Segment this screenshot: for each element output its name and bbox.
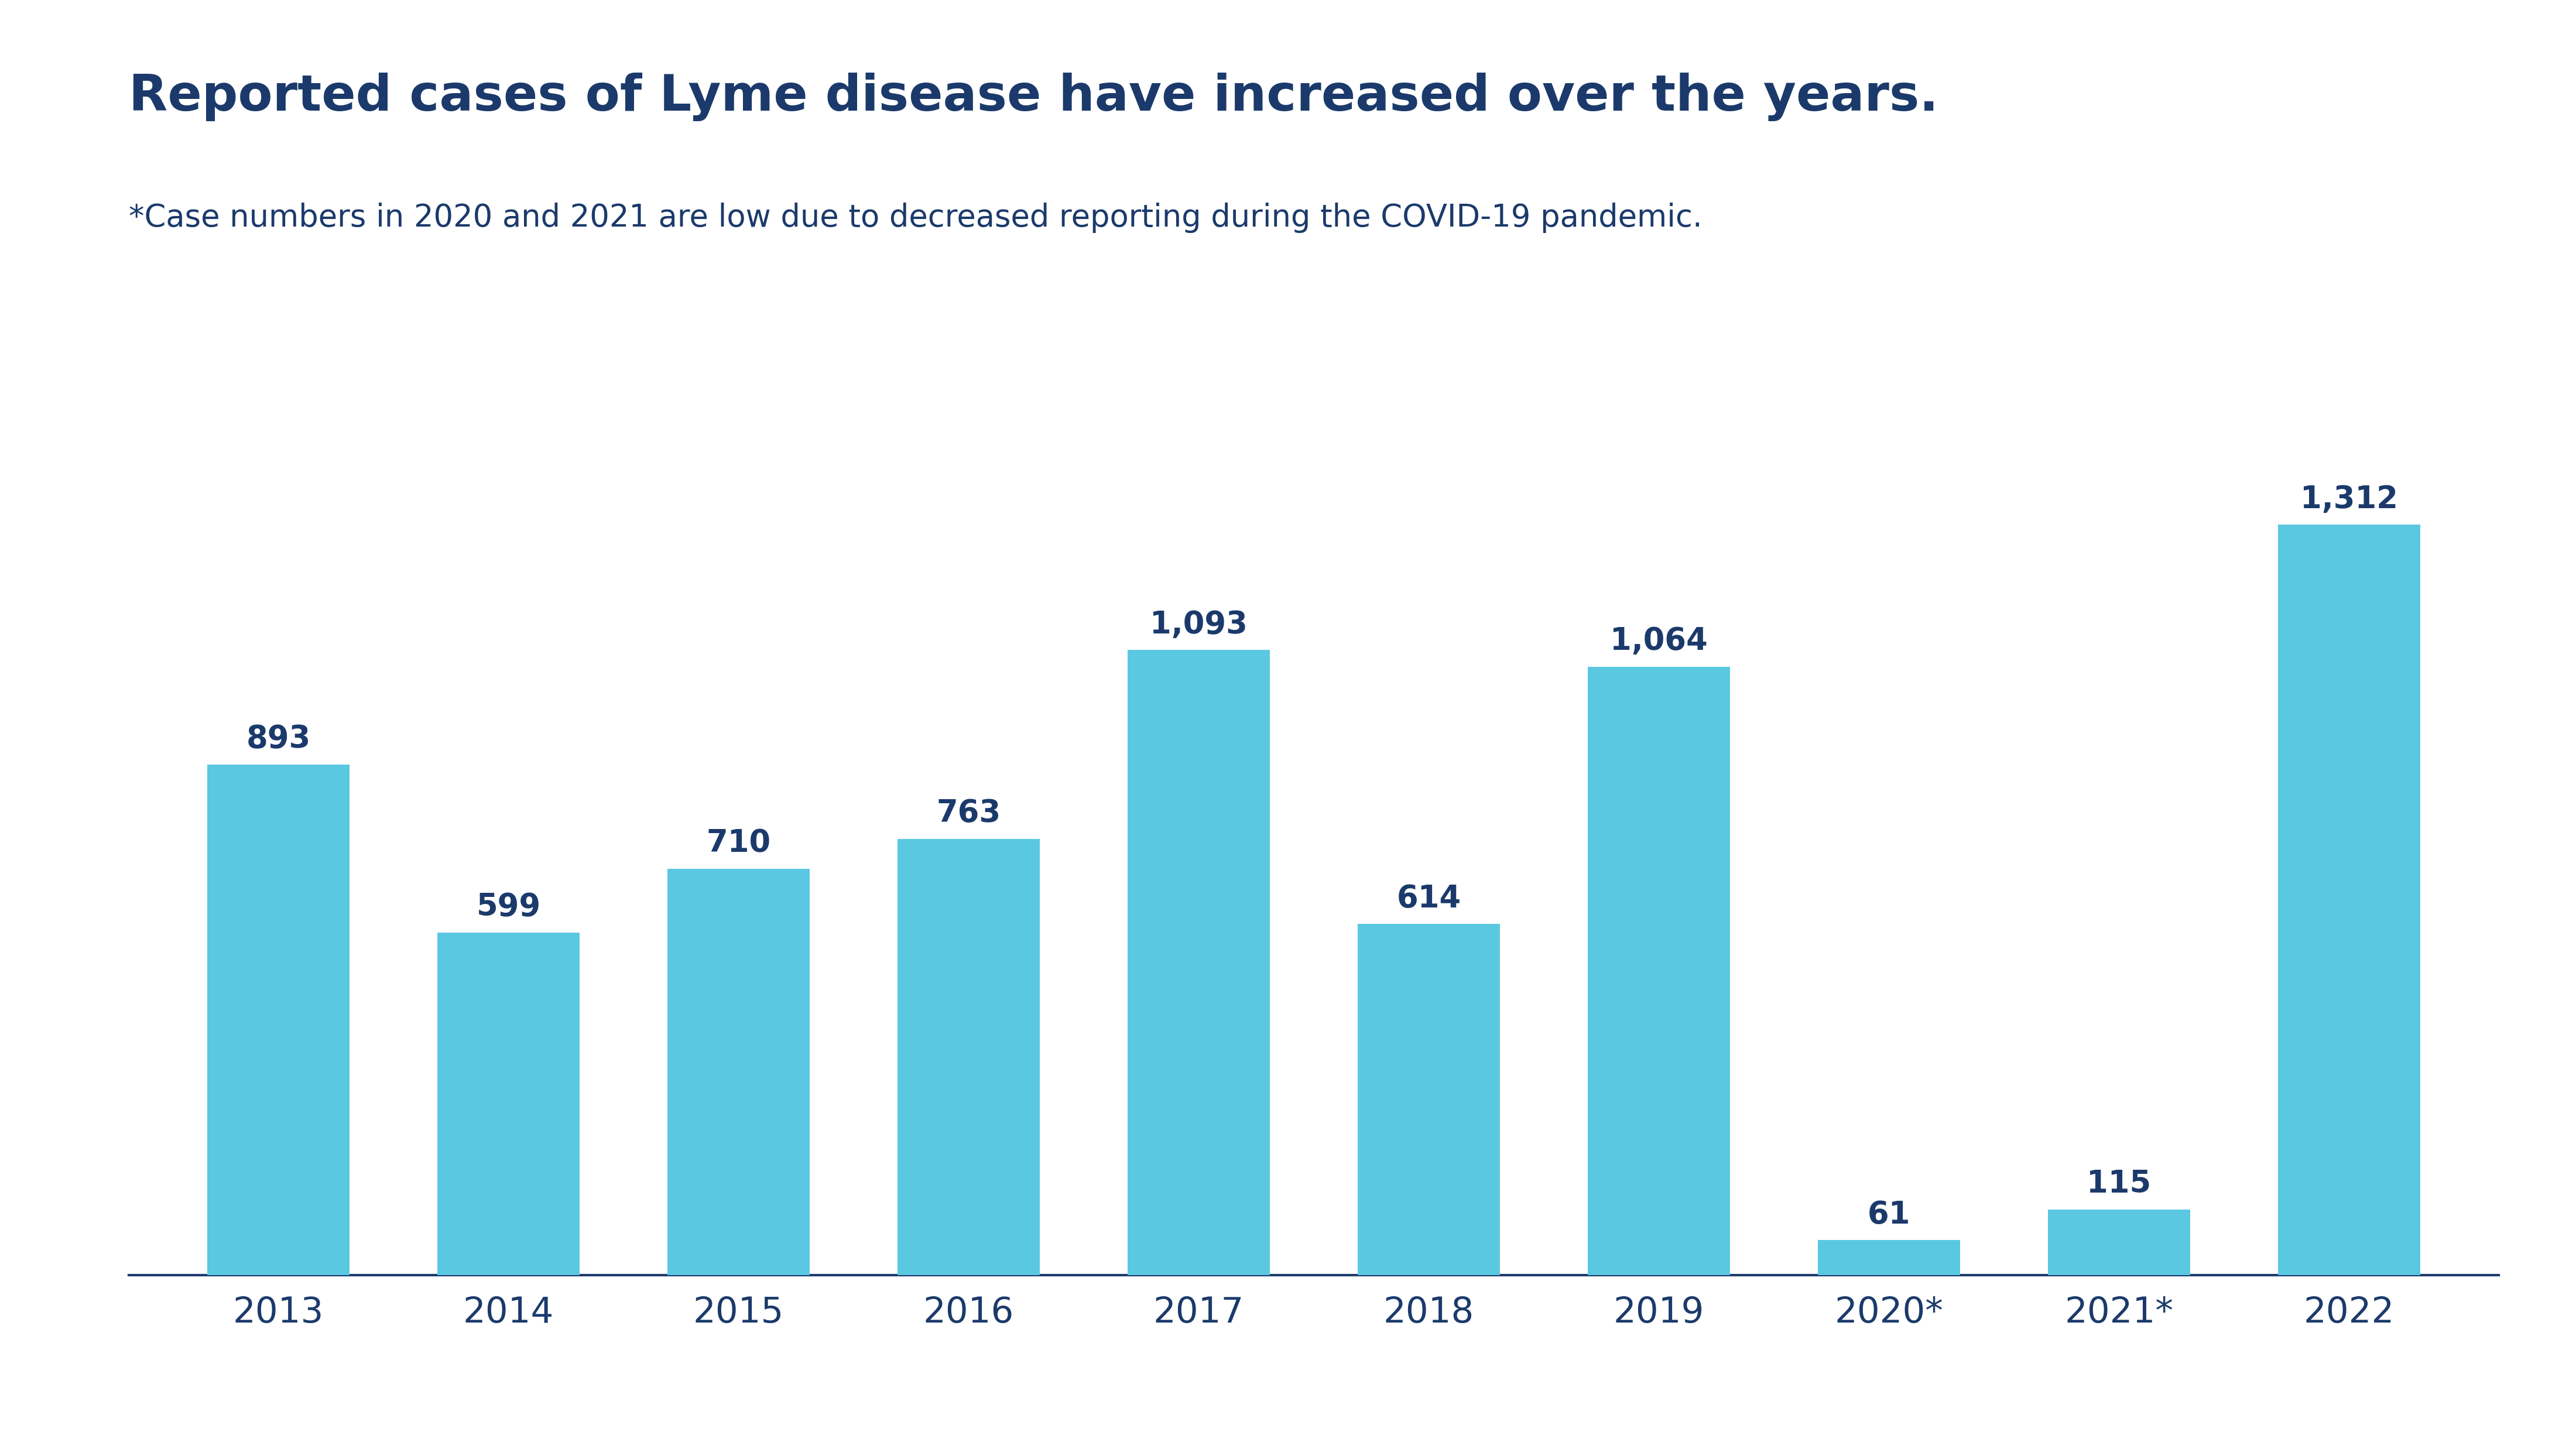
Text: Reported cases of Lyme disease have increased over the years.: Reported cases of Lyme disease have incr… bbox=[129, 72, 1937, 122]
Bar bbox=[2048, 1210, 2190, 1275]
Text: 1,312: 1,312 bbox=[2300, 484, 2398, 514]
Bar bbox=[896, 839, 1041, 1275]
Text: 115: 115 bbox=[2087, 1168, 2151, 1200]
Bar bbox=[438, 933, 580, 1275]
Text: *Case numbers in 2020 and 2021 are low due to decreased reporting during the COV: *Case numbers in 2020 and 2021 are low d… bbox=[129, 203, 1703, 233]
Bar bbox=[1587, 667, 1731, 1275]
Text: 763: 763 bbox=[935, 798, 1002, 829]
Bar bbox=[1128, 651, 1270, 1275]
Text: 614: 614 bbox=[1396, 884, 1461, 914]
Bar bbox=[2277, 525, 2421, 1275]
Bar bbox=[1819, 1240, 1960, 1275]
Text: 1,064: 1,064 bbox=[1610, 626, 1708, 656]
Text: 599: 599 bbox=[477, 891, 541, 922]
Text: 1,093: 1,093 bbox=[1149, 609, 1247, 639]
Text: 61: 61 bbox=[1868, 1200, 1911, 1230]
Bar bbox=[1358, 924, 1499, 1275]
Bar bbox=[206, 765, 350, 1275]
Text: 710: 710 bbox=[706, 829, 770, 859]
Bar bbox=[667, 869, 809, 1275]
Text: 893: 893 bbox=[247, 723, 312, 753]
